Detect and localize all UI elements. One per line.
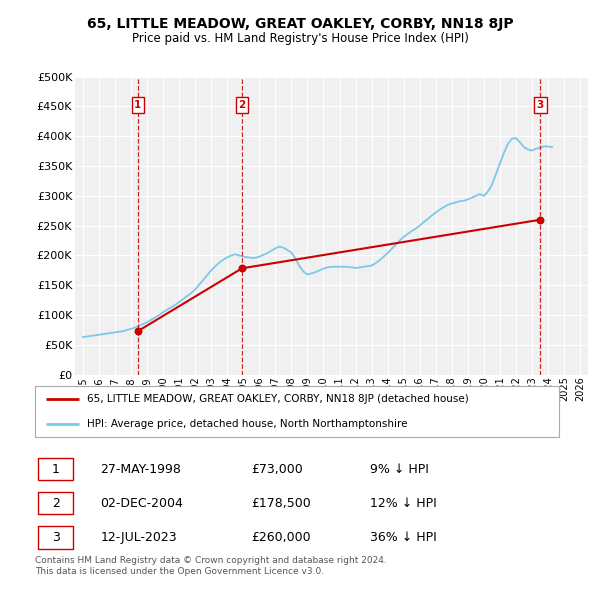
- Point: [237, 264, 247, 273]
- FancyBboxPatch shape: [38, 526, 73, 549]
- Text: Price paid vs. HM Land Registry's House Price Index (HPI): Price paid vs. HM Land Registry's House …: [131, 32, 469, 45]
- Text: 27-MAY-1998: 27-MAY-1998: [100, 463, 181, 476]
- Text: Contains HM Land Registry data © Crown copyright and database right 2024.
This d: Contains HM Land Registry data © Crown c…: [35, 556, 387, 576]
- Text: 12% ↓ HPI: 12% ↓ HPI: [370, 497, 437, 510]
- Text: £260,000: £260,000: [251, 530, 311, 544]
- Text: 2: 2: [238, 100, 245, 110]
- Text: HPI: Average price, detached house, North Northamptonshire: HPI: Average price, detached house, Nort…: [86, 419, 407, 429]
- Point: [536, 215, 545, 224]
- Point: [133, 326, 143, 336]
- Text: 1: 1: [134, 100, 142, 110]
- Text: 12-JUL-2023: 12-JUL-2023: [100, 530, 177, 544]
- Text: 65, LITTLE MEADOW, GREAT OAKLEY, CORBY, NN18 8JP (detached house): 65, LITTLE MEADOW, GREAT OAKLEY, CORBY, …: [86, 394, 469, 404]
- Text: 2: 2: [52, 497, 60, 510]
- Text: 65, LITTLE MEADOW, GREAT OAKLEY, CORBY, NN18 8JP: 65, LITTLE MEADOW, GREAT OAKLEY, CORBY, …: [86, 17, 514, 31]
- Text: 9% ↓ HPI: 9% ↓ HPI: [370, 463, 429, 476]
- Text: £178,500: £178,500: [251, 497, 311, 510]
- FancyBboxPatch shape: [35, 386, 559, 437]
- Text: 36% ↓ HPI: 36% ↓ HPI: [370, 530, 437, 544]
- Text: 3: 3: [52, 530, 60, 544]
- Text: 02-DEC-2004: 02-DEC-2004: [100, 497, 183, 510]
- Text: £73,000: £73,000: [251, 463, 303, 476]
- Text: 1: 1: [52, 463, 60, 476]
- Text: 3: 3: [537, 100, 544, 110]
- FancyBboxPatch shape: [38, 492, 73, 514]
- FancyBboxPatch shape: [38, 458, 73, 480]
